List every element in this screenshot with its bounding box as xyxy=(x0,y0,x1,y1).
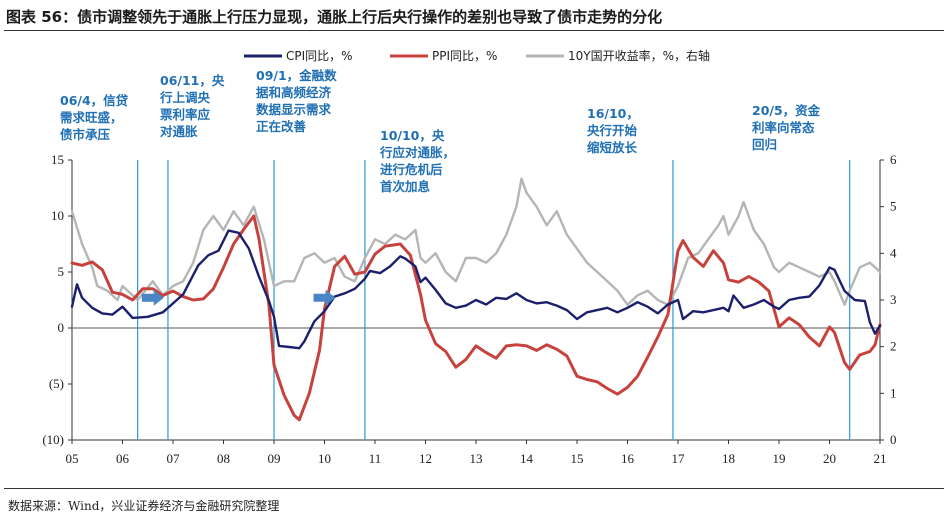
y-left-tick-label: 0 xyxy=(58,320,65,335)
x-tick-label: 08 xyxy=(217,451,230,466)
x-tick-label: 12 xyxy=(419,451,432,466)
annotation-text: 回归 xyxy=(752,137,777,152)
annotation-text: 对通胀 xyxy=(160,124,198,139)
x-tick-label: 10 xyxy=(318,451,331,466)
x-tick-label: 15 xyxy=(571,451,584,466)
x-tick-label: 19 xyxy=(773,451,786,466)
annotation-text: 行应对通胀， xyxy=(379,145,455,160)
x-tick-label: 09 xyxy=(268,451,281,466)
annotation-text: 进行危机后 xyxy=(380,162,443,177)
annotation-text: 债市承压 xyxy=(60,127,111,142)
annotation-text: 据和高频经济 xyxy=(256,85,332,100)
y-left-tick-label: 10 xyxy=(51,208,64,223)
y-right-tick-label: 4 xyxy=(890,245,897,260)
x-tick-label: 16 xyxy=(621,451,635,466)
y-right-tick-label: 3 xyxy=(890,292,897,307)
annotation-text: 20/5，资金 xyxy=(752,103,821,118)
x-tick-label: 17 xyxy=(672,451,686,466)
y-left-tick-label: 5 xyxy=(58,264,65,279)
annotation-text: 06/11，央 xyxy=(160,73,225,88)
x-tick-label: 20 xyxy=(823,451,836,466)
annotation-text: 央行开始 xyxy=(587,123,638,138)
x-tick-label: 13 xyxy=(470,451,483,466)
y-left-tick-label: (10) xyxy=(42,432,64,447)
x-tick-label: 05 xyxy=(66,451,79,466)
x-tick-label: 21 xyxy=(874,451,887,466)
y-right-tick-label: 0 xyxy=(890,432,897,447)
title-divider xyxy=(4,30,944,31)
series-line-cpi xyxy=(70,229,882,350)
annotation-text: 需求旺盛， xyxy=(60,110,123,125)
annotation-text: 10/10，央 xyxy=(380,128,445,143)
y-right-tick-label: 2 xyxy=(890,339,897,354)
y-right-tick-label: 6 xyxy=(890,152,897,167)
annotation-text: 数据显示需求 xyxy=(255,102,332,117)
series-line-yield xyxy=(70,177,882,306)
annotation-text: 16/10， xyxy=(587,106,639,121)
legend-label-ppi: PPI同比，% xyxy=(432,49,497,63)
x-tick-label: 11 xyxy=(369,451,382,466)
x-tick-label: 18 xyxy=(722,451,735,466)
annotation-text: 缩短放长 xyxy=(587,140,638,155)
series-line-ppi xyxy=(70,214,882,422)
y-right-tick-label: 1 xyxy=(890,385,897,400)
x-tick-label: 07 xyxy=(167,451,181,466)
legend-label-cpi: CPI同比，% xyxy=(286,49,353,63)
annotation-text: 06/4，信贷 xyxy=(60,93,129,108)
annotation-text: 票利率应 xyxy=(160,107,211,122)
source-divider xyxy=(4,488,944,489)
y-left-tick-label: (5) xyxy=(49,376,64,391)
arrow-right-icon xyxy=(313,289,336,306)
annotation-text: 正在改善 xyxy=(256,119,307,134)
y-right-tick-label: 5 xyxy=(890,199,897,214)
chart-title: 图表 56：债市调整领先于通胀上行压力显现，通胀上行后央行操作的差别也导致了债市… xyxy=(6,8,663,26)
annotation-text: 行上调央 xyxy=(159,90,211,105)
x-tick-label: 06 xyxy=(116,451,130,466)
annotation-text: 09/1，金融数 xyxy=(256,68,337,83)
y-left-tick-label: 15 xyxy=(51,152,64,167)
annotation-text: 利率向常态 xyxy=(752,120,815,135)
x-tick-label: 14 xyxy=(520,451,534,466)
annotation-text: 首次加息 xyxy=(380,179,431,194)
data-source: 数据来源：Wind，兴业证券经济与金融研究院整理 xyxy=(8,499,280,513)
legend-label-yield: 10Y国开收益率，%，右轴 xyxy=(568,48,710,63)
arrow-right-icon xyxy=(141,289,164,306)
